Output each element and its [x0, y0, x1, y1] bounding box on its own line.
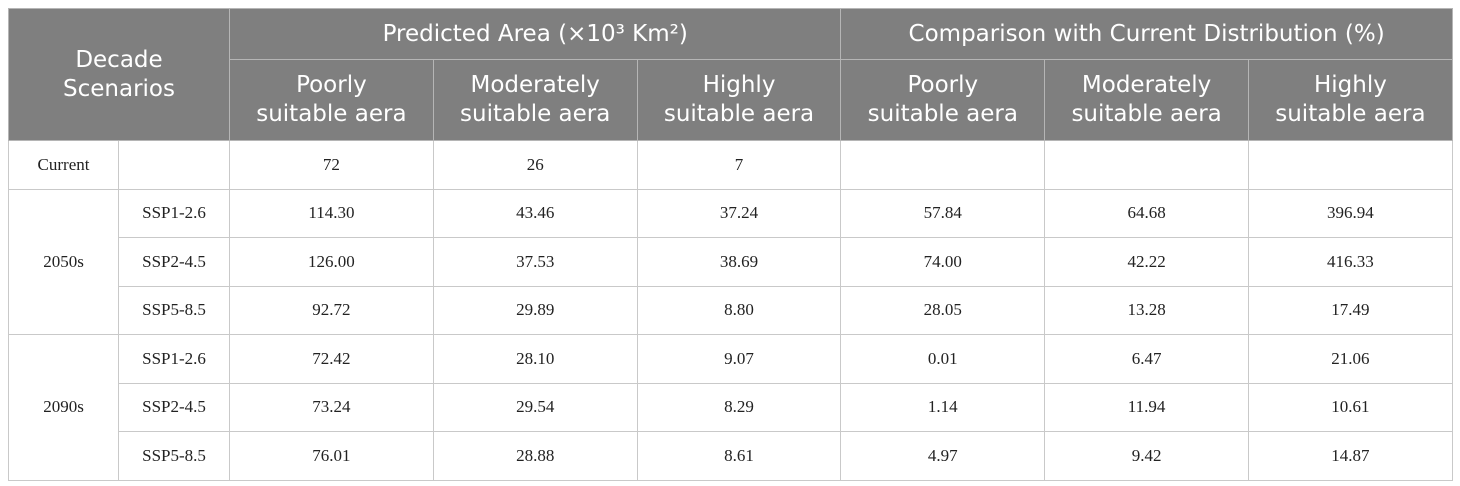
value-cell: 72.42 — [229, 334, 434, 384]
decade-cell: 2090s — [8, 334, 119, 481]
value-cell: 73.24 — [229, 382, 434, 432]
value-cell: 0.01 — [840, 334, 1046, 384]
empty-cell — [118, 140, 230, 190]
value-cell: 72 — [229, 140, 434, 190]
value-cell: 396.94 — [1248, 188, 1453, 238]
scenario-cell: SSP5-8.5 — [118, 285, 230, 335]
value-cell: 126.00 — [229, 237, 434, 287]
value-cell: 17.49 — [1248, 285, 1453, 335]
column-header: Highly suitable aera — [1248, 59, 1453, 141]
value-cell: 92.72 — [229, 285, 434, 335]
value-cell: 8.61 — [636, 431, 842, 481]
value-cell: 37.24 — [636, 188, 842, 238]
table-row: 2050s SSP1-2.6 114.30 43.46 37.24 57.84 64.68 3… — [8, 188, 1453, 335]
empty-cell — [1044, 140, 1249, 190]
value-cell: 7 — [636, 140, 842, 190]
corner-header: Decade Scenarios — [8, 8, 230, 141]
value-cell: 13.28 — [1044, 285, 1249, 335]
data-table: Decade Scenarios Predicted Area (×10³ Km… — [8, 8, 1453, 481]
value-cell: 42.22 — [1044, 237, 1249, 287]
group-header: Comparison with Current Distribution (%) — [840, 8, 1453, 60]
value-cell: 64.68 — [1044, 188, 1249, 238]
value-cell: 57.84 — [840, 188, 1046, 238]
value-cell: 29.89 — [432, 285, 638, 335]
value-cell: 28.05 — [840, 285, 1046, 335]
value-cell: 9.07 — [636, 334, 842, 384]
value-cell: 8.80 — [636, 285, 842, 335]
decade-cell: Current — [8, 140, 119, 190]
value-cell: 14.87 — [1248, 431, 1453, 481]
value-cell: 8.29 — [636, 382, 842, 432]
scenario-cell: SSP2-4.5 — [118, 382, 230, 432]
column-header: Poorly suitable aera — [840, 59, 1046, 141]
column-header: Highly suitable aera — [636, 59, 842, 141]
header-row: Poorly suitable aera Moderately suitable … — [9, 59, 1453, 141]
header-row: Decade Scenarios Predicted Area (×10³ Km… — [8, 8, 1453, 141]
decade-cell: 2050s — [8, 188, 119, 335]
table-row: SSP2-4.5 126.00 37.53 38.69 74.00 42.22 416.33 — [9, 237, 1453, 287]
table-row: 2090s SSP1-2.6 72.42 28.10 9.07 0.01 6.47 21.06 — [8, 334, 1453, 481]
value-cell: 28.10 — [432, 334, 638, 384]
value-cell: 21.06 — [1248, 334, 1453, 384]
value-cell: 4.97 — [840, 431, 1046, 481]
value-cell: 74.00 — [840, 237, 1046, 287]
column-header: Moderately suitable aera — [432, 59, 638, 141]
table-body: Current 72 26 7 2050s SSP1-2.6 114.30 43.46 37.2… — [8, 140, 1453, 481]
value-cell: 26 — [432, 140, 638, 190]
value-cell: 1.14 — [840, 382, 1046, 432]
value-cell: 29.54 — [432, 382, 638, 432]
table-row: SSP2-4.5 73.24 29.54 8.29 1.14 11.94 10.61 — [9, 382, 1453, 432]
scenario-cell: SSP2-4.5 — [118, 237, 230, 287]
scenario-cell: SSP5-8.5 — [118, 431, 230, 481]
value-cell: 28.88 — [432, 431, 638, 481]
value-cell: 11.94 — [1044, 382, 1249, 432]
group-header: Predicted Area (×10³ Km²) — [228, 8, 842, 60]
value-cell: 37.53 — [432, 237, 638, 287]
column-header: Moderately suitable aera — [1044, 59, 1249, 141]
empty-cell — [1248, 140, 1453, 190]
table-row: Current 72 26 7 — [8, 140, 1453, 190]
value-cell: 416.33 — [1248, 237, 1453, 287]
value-cell: 76.01 — [229, 431, 434, 481]
empty-cell — [840, 140, 1046, 190]
value-cell: 6.47 — [1044, 334, 1249, 384]
table-row: SSP5-8.5 92.72 29.89 8.80 28.05 13.28 17.49 — [9, 285, 1453, 335]
value-cell: 10.61 — [1248, 382, 1453, 432]
value-cell: 43.46 — [432, 188, 638, 238]
value-cell: 114.30 — [229, 188, 434, 238]
value-cell: 9.42 — [1044, 431, 1249, 481]
scenario-cell: SSP1-2.6 — [118, 188, 230, 238]
table-row: SSP5-8.5 76.01 28.88 8.61 4.97 9.42 14.87 — [9, 431, 1453, 481]
value-cell: 38.69 — [636, 237, 842, 287]
column-header: Poorly suitable aera — [229, 59, 434, 141]
scenario-cell: SSP1-2.6 — [118, 334, 230, 384]
